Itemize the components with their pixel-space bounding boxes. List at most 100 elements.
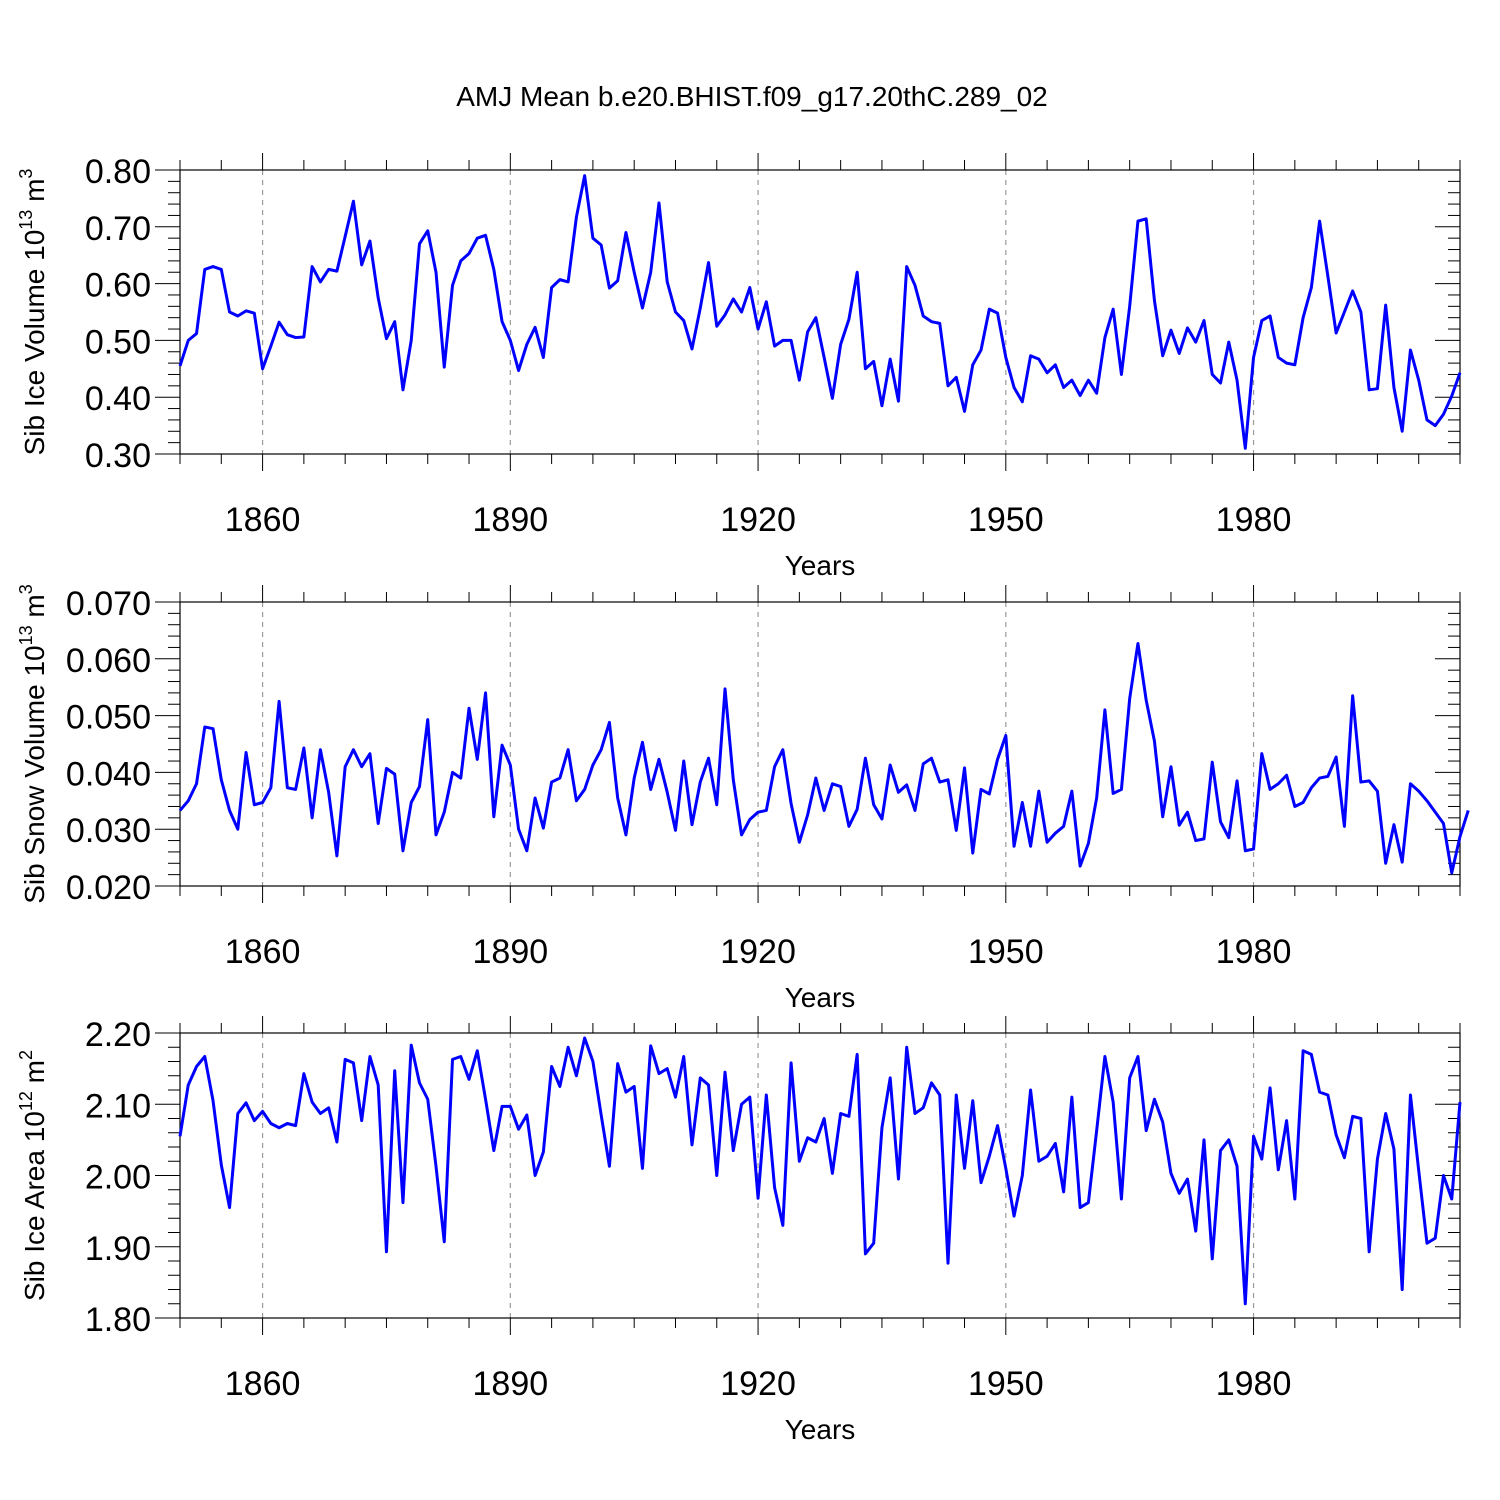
- data-point: [1145, 699, 1147, 701]
- data-point: [327, 1107, 329, 1109]
- y-tick-label: 0.020: [66, 869, 151, 907]
- y-axis-label-base: Sib Ice Area 10: [19, 1111, 50, 1301]
- data-point: [1186, 1178, 1188, 1180]
- data-point: [674, 1096, 676, 1098]
- data-point: [1384, 862, 1386, 864]
- data-point: [856, 808, 858, 810]
- data-point: [930, 757, 932, 759]
- data-point: [1005, 1167, 1007, 1169]
- data-point: [327, 268, 329, 270]
- y-tick-label: 1.80: [85, 1301, 151, 1339]
- data-point: [897, 1178, 899, 1180]
- data-point: [1418, 790, 1420, 792]
- data-point: [707, 757, 709, 759]
- data-point: [352, 1062, 354, 1064]
- data-point: [1162, 355, 1164, 357]
- data-point: [484, 692, 486, 694]
- data-point: [451, 284, 453, 286]
- data-point: [1261, 752, 1263, 754]
- data-point: [906, 265, 908, 267]
- data-point: [1327, 775, 1329, 777]
- x-tick-label: 1980: [1216, 501, 1292, 539]
- data-point: [1318, 1091, 1320, 1093]
- data-point: [848, 318, 850, 320]
- data-point: [914, 284, 916, 286]
- data-point: [278, 321, 280, 323]
- data-point: [674, 311, 676, 313]
- data-point: [980, 349, 982, 351]
- data-point: [476, 1050, 478, 1052]
- data-point: [204, 1055, 206, 1057]
- data-point: [303, 336, 305, 338]
- data-point: [427, 718, 429, 720]
- data-point: [303, 1072, 305, 1074]
- data-point: [542, 356, 544, 358]
- data-point: [633, 1085, 635, 1087]
- data-point: [1451, 872, 1453, 874]
- data-point: [369, 1055, 371, 1057]
- data-point: [1046, 841, 1048, 843]
- y-tick-label: 0.50: [85, 323, 151, 361]
- data-point: [385, 338, 387, 340]
- data-point: [716, 1174, 718, 1176]
- data-point: [1252, 356, 1254, 358]
- data-point: [583, 788, 585, 790]
- data-point: [228, 809, 230, 811]
- data-point: [765, 301, 767, 303]
- x-tick-label: 1860: [225, 501, 301, 539]
- data-point: [460, 260, 462, 262]
- data-point: [1261, 1158, 1263, 1160]
- data-point: [1236, 780, 1238, 782]
- data-point: [889, 764, 891, 766]
- data-point: [955, 376, 957, 378]
- data-point: [1153, 299, 1155, 301]
- data-point: [369, 752, 371, 754]
- data-point: [939, 781, 941, 783]
- data-point: [204, 726, 206, 728]
- data-point: [542, 1151, 544, 1153]
- data-point: [1376, 790, 1378, 792]
- data-point: [947, 1262, 949, 1264]
- data-point: [1137, 1055, 1139, 1057]
- data-point: [369, 240, 371, 242]
- data-point: [1170, 1172, 1172, 1174]
- data-point: [1310, 286, 1312, 288]
- data-point: [1310, 787, 1312, 789]
- data-point: [1310, 1053, 1312, 1055]
- data-point: [633, 777, 635, 779]
- data-point: [1467, 809, 1469, 811]
- data-point: [823, 809, 825, 811]
- data-point: [1128, 1077, 1130, 1079]
- data-point: [1335, 332, 1337, 334]
- data-point: [228, 311, 230, 313]
- data-point: [1079, 1206, 1081, 1208]
- y-tick-label: 0.040: [66, 755, 151, 793]
- data-point: [1343, 311, 1345, 313]
- data-point: [1442, 1174, 1444, 1176]
- data-point: [716, 804, 718, 806]
- data-point: [616, 1062, 618, 1064]
- data-point: [1095, 1129, 1097, 1131]
- data-point: [253, 1119, 255, 1121]
- data-point: [1434, 424, 1436, 426]
- data-point: [336, 855, 338, 857]
- data-point: [179, 1135, 181, 1137]
- data-point: [790, 802, 792, 804]
- data-point: [641, 1167, 643, 1169]
- data-point: [402, 1201, 404, 1203]
- data-point: [1368, 389, 1370, 391]
- plot-frame: [179, 169, 1461, 455]
- data-point: [270, 345, 272, 347]
- data-point: [435, 271, 437, 273]
- data-point: [1277, 1169, 1279, 1171]
- data-point: [526, 1114, 528, 1116]
- data-point: [1269, 1087, 1271, 1089]
- y-axis-label-unit-exp: 3: [16, 584, 36, 594]
- data-point: [1434, 1237, 1436, 1239]
- data-point: [980, 788, 982, 790]
- x-tick-label: 1890: [473, 933, 549, 971]
- data-point: [1112, 792, 1114, 794]
- data-point: [930, 320, 932, 322]
- data-point: [261, 1110, 263, 1112]
- data-point: [344, 766, 346, 768]
